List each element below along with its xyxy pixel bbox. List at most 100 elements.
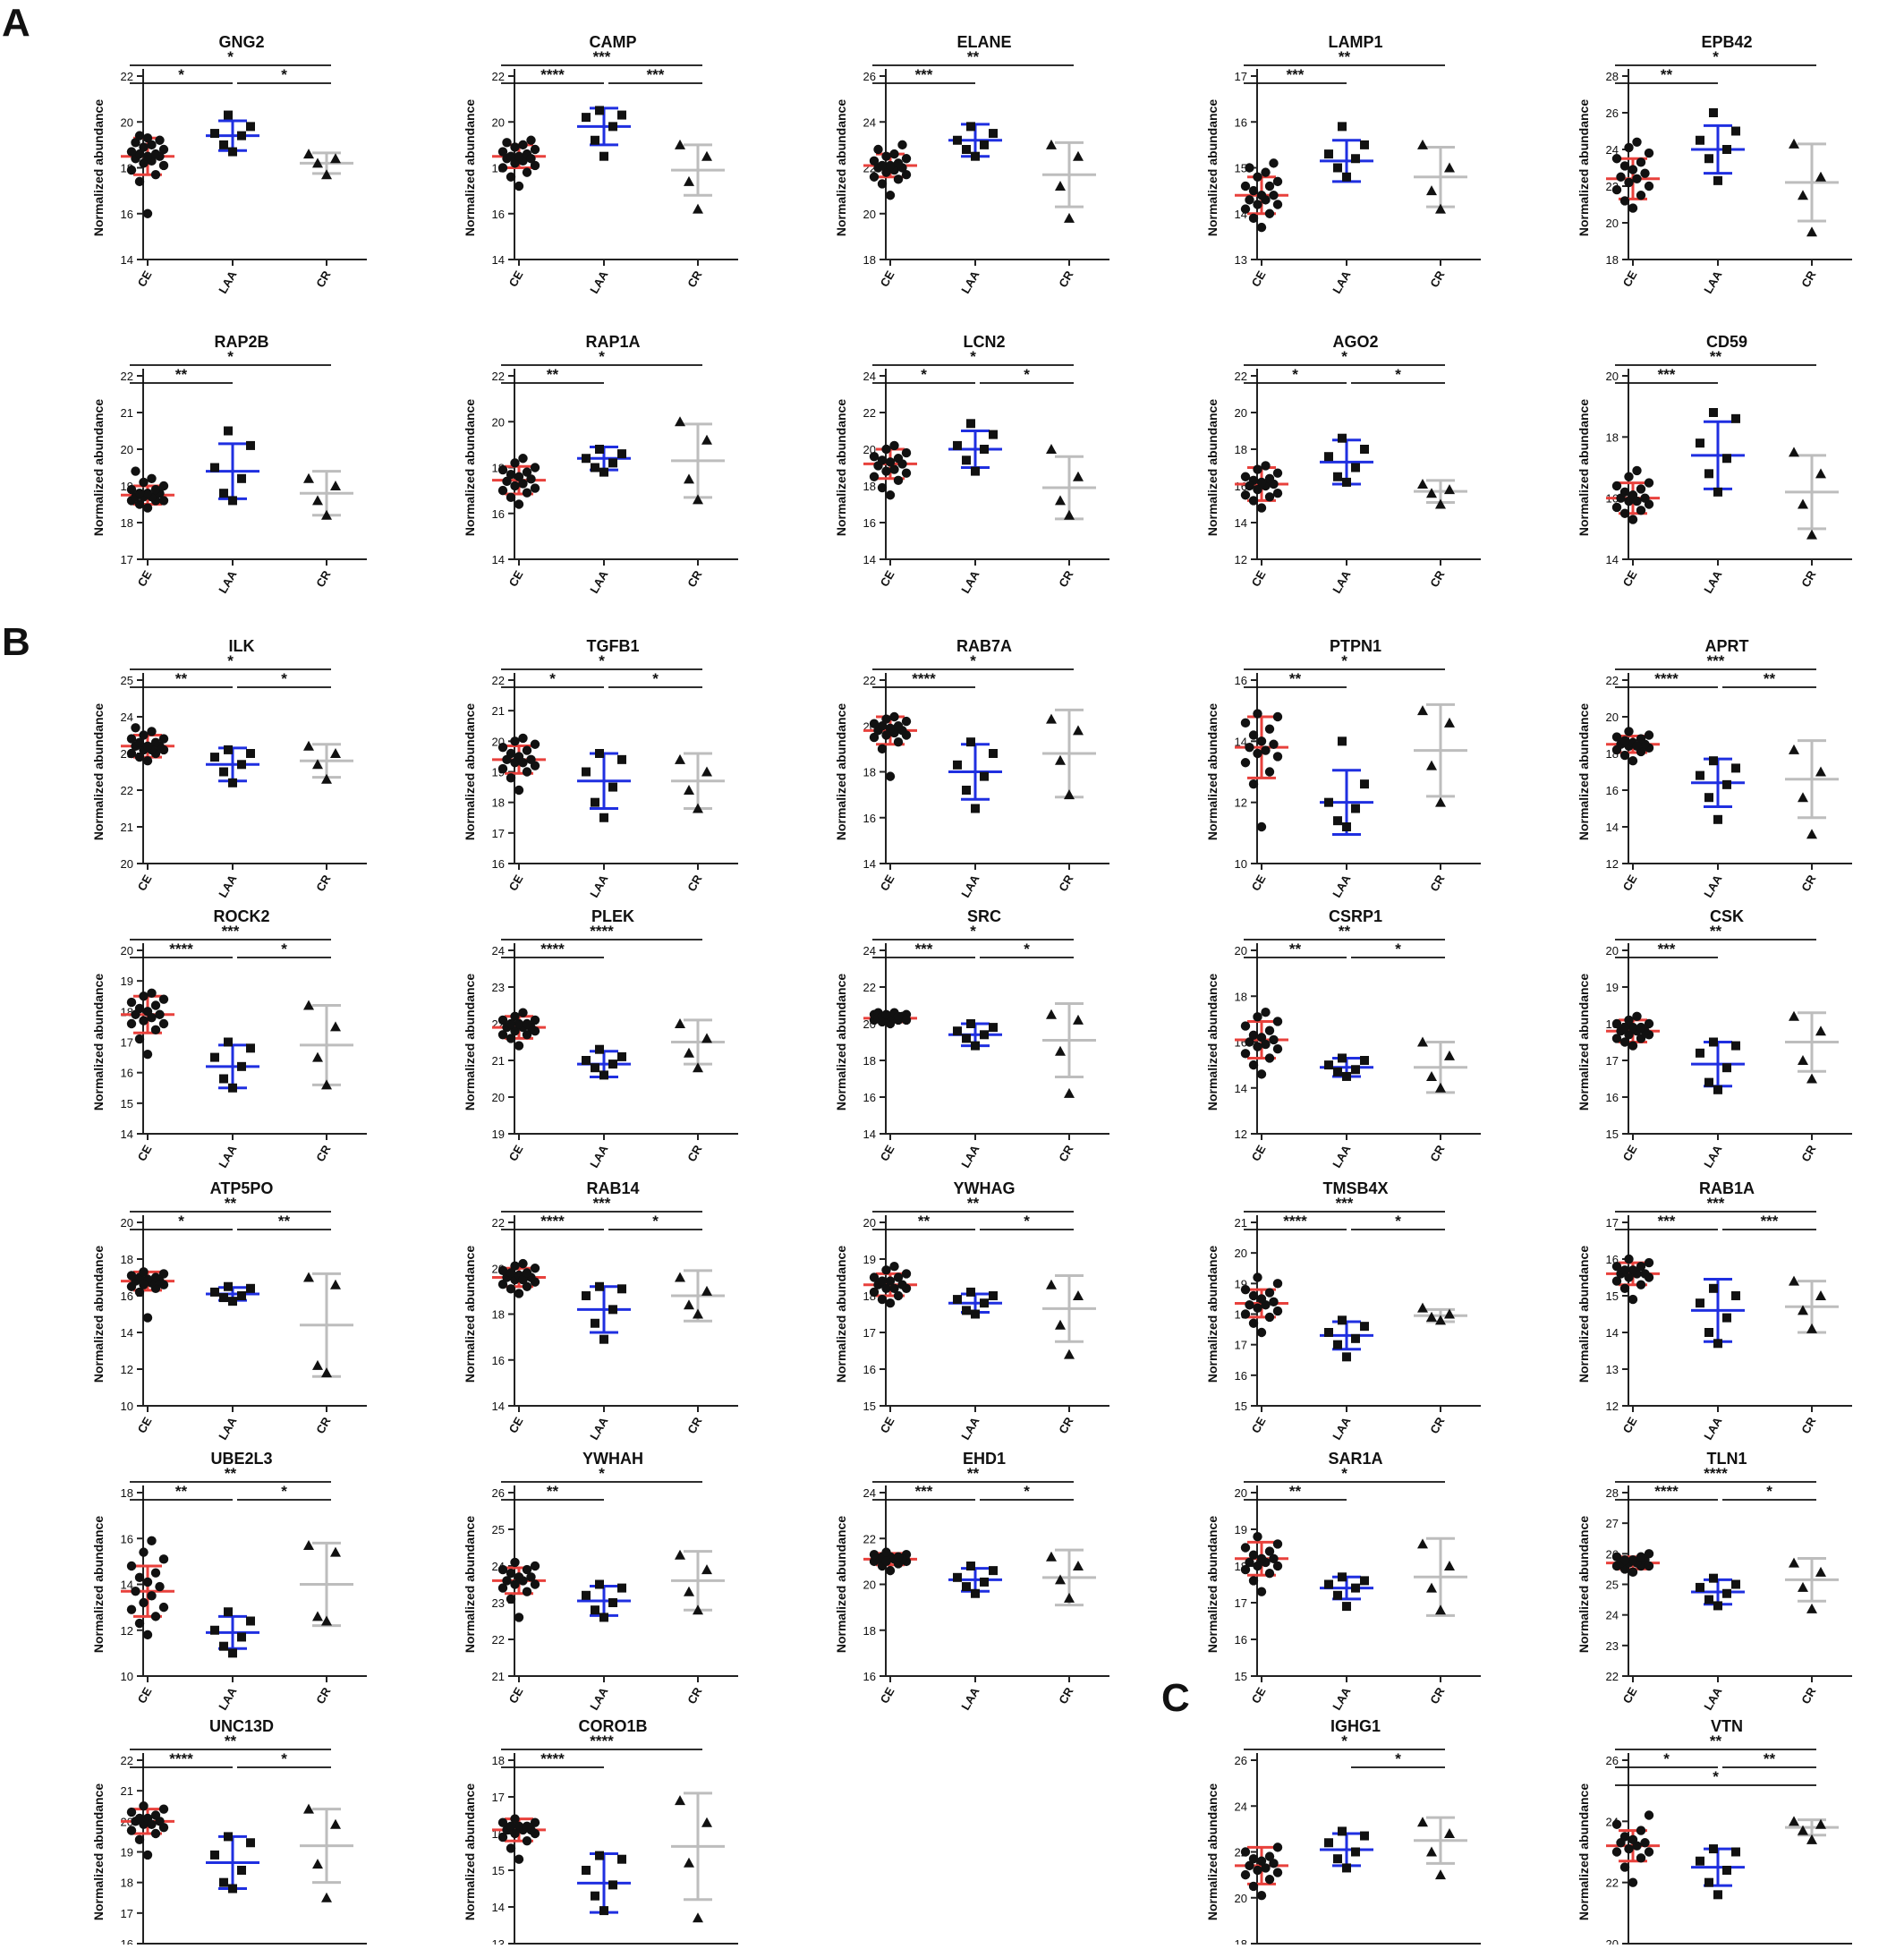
data-point-laa	[228, 147, 237, 157]
data-point-ce	[1619, 1037, 1630, 1047]
x-tick-label-ce: CE	[506, 1415, 526, 1435]
data-point-ce	[1628, 1265, 1638, 1275]
y-tick-label: 16	[492, 208, 505, 221]
data-point-laa	[246, 1838, 255, 1848]
x-tick-label-ce: CE	[506, 568, 526, 589]
y-tick-label: 15	[1235, 162, 1247, 175]
data-point-ce	[1644, 730, 1654, 740]
data-point-ce	[1248, 730, 1259, 740]
data-point-laa	[962, 455, 971, 465]
data-point-laa	[962, 145, 971, 154]
y-tick-label: 14	[863, 1128, 876, 1141]
data-point-ce	[526, 474, 536, 484]
significance-label: *	[1024, 366, 1030, 383]
data-point-ce	[1619, 508, 1630, 518]
data-point-ce	[1628, 1567, 1638, 1578]
data-point-cr	[1444, 484, 1455, 495]
data-point-cr	[1055, 181, 1066, 191]
data-point-ce	[502, 1576, 512, 1586]
data-point-ce	[1256, 1890, 1267, 1901]
data-point-ce	[1269, 1859, 1279, 1868]
data-point-ce	[147, 1536, 157, 1546]
data-point-ce	[506, 151, 516, 161]
y-tick-label: 22	[863, 406, 876, 420]
y-axis-label: Normalized abundance	[1205, 1246, 1220, 1383]
data-point-laa	[224, 1037, 233, 1047]
data-point-cr	[1444, 1308, 1455, 1319]
x-tick-label-cr: CR	[1427, 1142, 1448, 1163]
data-point-ce	[1253, 1272, 1262, 1282]
significance-label: ****	[590, 923, 614, 940]
data-point-ce	[1253, 1865, 1262, 1876]
y-tick-label: 16	[121, 208, 133, 221]
x-tick-label-laa: LAA	[1701, 567, 1725, 595]
data-point-laa	[1722, 454, 1731, 464]
data-point-ce	[1644, 148, 1654, 158]
data-point-cr	[1417, 478, 1428, 489]
data-point-laa	[608, 1305, 617, 1315]
data-point-laa	[1360, 1056, 1369, 1065]
data-point-ce	[1272, 1306, 1283, 1316]
data-point-cr	[1426, 185, 1437, 196]
data-point-ce	[1248, 213, 1259, 224]
data-point-laa	[246, 440, 255, 450]
x-tick-label-laa: LAA	[958, 1684, 982, 1712]
data-point-laa	[1333, 1590, 1342, 1600]
data-point-ce	[1619, 736, 1630, 745]
data-point-ce	[139, 142, 149, 152]
data-point-laa	[1324, 452, 1333, 462]
significance-label: ***	[1658, 940, 1676, 957]
data-point-ce	[150, 1568, 161, 1578]
data-point-laa	[1709, 1037, 1718, 1047]
y-tick-label: 18	[121, 1486, 133, 1500]
data-point-ce	[522, 1030, 532, 1040]
chart-title: APRT	[1705, 637, 1749, 655]
data-point-laa	[980, 771, 989, 781]
data-point-ce	[502, 476, 512, 487]
y-tick-label: 20	[492, 1091, 505, 1104]
data-point-laa	[1324, 1060, 1333, 1070]
y-tick-label: 24	[492, 944, 505, 957]
data-point-ce	[150, 1000, 161, 1010]
y-tick-label: 24	[1606, 143, 1619, 157]
y-axis-label: Normalized abundance	[1577, 1516, 1591, 1653]
data-point-laa	[595, 1044, 604, 1054]
data-point-ce	[497, 742, 508, 753]
data-point-ce	[1264, 1026, 1275, 1035]
data-point-laa	[1704, 1877, 1713, 1887]
x-tick-label-cr: CR	[684, 1142, 705, 1163]
data-point-ce	[1644, 1549, 1654, 1559]
data-point-ce	[1245, 481, 1254, 491]
data-point-cr	[675, 139, 685, 149]
significance-label: **	[547, 366, 559, 383]
data-point-ce	[150, 169, 161, 180]
x-tick-label-ce: CE	[1249, 1415, 1269, 1435]
data-point-ce	[1264, 492, 1275, 502]
data-point-laa	[1338, 1826, 1347, 1836]
data-point-laa	[219, 767, 228, 777]
chart-title: SAR1A	[1328, 1450, 1382, 1468]
data-point-ce	[518, 479, 528, 489]
significance-label: **	[225, 1465, 237, 1482]
significance-label: **	[967, 1195, 980, 1212]
y-tick-label: 14	[1235, 516, 1247, 530]
data-point-laa	[617, 110, 626, 120]
data-point-laa	[1342, 477, 1351, 487]
data-point-cr	[312, 1859, 323, 1869]
data-point-ce	[881, 151, 891, 161]
data-point-ce	[885, 1298, 896, 1308]
data-point-laa	[595, 106, 604, 115]
data-point-laa	[246, 749, 255, 758]
data-point-ce	[1628, 1022, 1638, 1033]
data-point-ce	[139, 158, 149, 168]
y-tick-label: 22	[492, 70, 505, 83]
data-point-cr	[1435, 203, 1446, 214]
data-point-ce	[142, 209, 153, 218]
significance-label: *	[652, 1213, 659, 1230]
y-tick-label: 20	[1606, 944, 1619, 957]
data-point-ce	[893, 158, 904, 168]
significance-label: ****	[540, 940, 565, 957]
